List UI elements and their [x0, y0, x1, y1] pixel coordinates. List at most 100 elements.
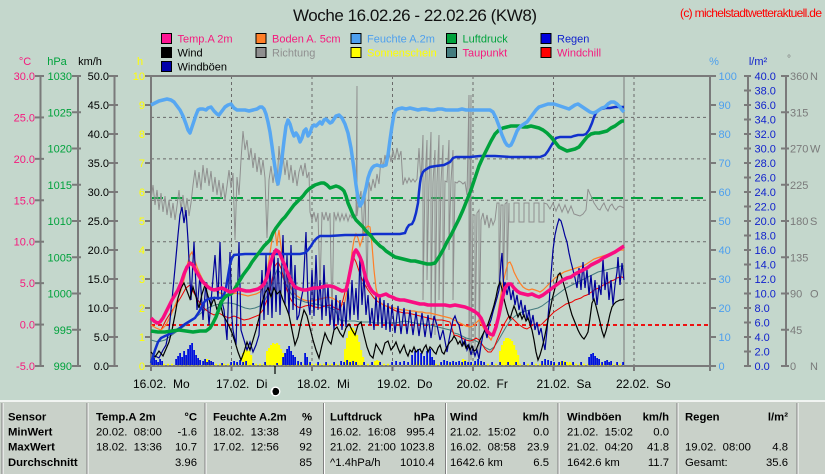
svg-text:18.02. 13:36: 18.02. 13:36: [96, 442, 162, 454]
svg-text:40: 40: [719, 245, 731, 257]
svg-text:Feuchte A.2m: Feuchte A.2m: [367, 34, 435, 46]
svg-text:90: 90: [719, 100, 731, 112]
svg-text:Boden A. 5cm: Boden A. 5cm: [272, 34, 341, 46]
svg-text:2: 2: [139, 303, 145, 315]
svg-text:Temp.A 2m: Temp.A 2m: [96, 412, 156, 424]
svg-text:23.9: 23.9: [527, 442, 549, 454]
svg-text:2.0: 2.0: [755, 347, 770, 359]
svg-text:Temp.A 2m: Temp.A 2m: [178, 34, 233, 46]
svg-text:36.0: 36.0: [755, 100, 776, 112]
svg-text:7: 7: [139, 158, 145, 170]
svg-text:15.0: 15.0: [14, 195, 35, 207]
svg-text:h: h: [137, 56, 143, 68]
svg-text:N: N: [810, 361, 818, 373]
svg-text:30: 30: [719, 274, 731, 286]
svg-text:35.6: 35.6: [766, 457, 788, 469]
svg-text:16.02. 16:08: 16.02. 16:08: [330, 427, 396, 439]
svg-text:S: S: [810, 216, 817, 228]
svg-text:3.96: 3.96: [175, 457, 197, 469]
svg-text:°: °: [787, 54, 791, 65]
svg-text:20.0: 20.0: [88, 245, 109, 257]
svg-text:49: 49: [299, 427, 312, 439]
svg-text:Windchill: Windchill: [557, 48, 601, 60]
svg-text:O: O: [810, 289, 819, 301]
svg-text:5.0: 5.0: [94, 332, 109, 344]
svg-text:12.0: 12.0: [755, 274, 776, 286]
svg-text:0.0: 0.0: [653, 427, 669, 439]
svg-text:270: 270: [790, 144, 808, 156]
svg-text:17.02. 12:56: 17.02. 12:56: [213, 442, 279, 454]
svg-text:20: 20: [719, 303, 731, 315]
svg-text:-5.0: -5.0: [16, 361, 35, 373]
svg-text:1025: 1025: [48, 107, 72, 119]
svg-text:21.02. 15:02: 21.02. 15:02: [567, 427, 633, 439]
svg-text:90: 90: [790, 289, 802, 301]
svg-text:0: 0: [139, 361, 145, 373]
svg-text:0.0: 0.0: [94, 361, 109, 373]
svg-text:18.02. 13:38: 18.02. 13:38: [213, 427, 279, 439]
svg-text:26.0: 26.0: [755, 173, 776, 185]
svg-text:60: 60: [719, 187, 731, 199]
svg-text:35.0: 35.0: [88, 158, 109, 170]
svg-text:30.0: 30.0: [88, 187, 109, 199]
svg-text:16.0: 16.0: [755, 245, 776, 257]
svg-text:50.0: 50.0: [88, 71, 109, 83]
svg-text:1642.6 km: 1642.6 km: [450, 457, 503, 469]
svg-text:0.0: 0.0: [533, 427, 549, 439]
svg-text:1005: 1005: [48, 252, 72, 264]
svg-text:10.0: 10.0: [14, 237, 35, 249]
svg-text:38.0: 38.0: [755, 86, 776, 98]
svg-text:22.02. So: 22.02. So: [616, 377, 671, 391]
svg-text:21.02. 15:02: 21.02. 15:02: [450, 427, 516, 439]
svg-text:41.8: 41.8: [647, 442, 669, 454]
svg-text:32.0: 32.0: [755, 129, 776, 141]
svg-text:4.8: 4.8: [772, 442, 788, 454]
svg-text:N: N: [810, 71, 818, 83]
svg-text:Durchschnitt: Durchschnitt: [8, 457, 78, 469]
svg-text:W: W: [810, 144, 821, 156]
svg-text:km/h: km/h: [643, 412, 669, 424]
svg-text:28.0: 28.0: [755, 158, 776, 170]
svg-text:24.0: 24.0: [755, 187, 776, 199]
svg-text:Sonnenschein: Sonnenschein: [367, 48, 437, 60]
svg-text:0: 0: [790, 361, 796, 373]
svg-text:Richtung: Richtung: [272, 48, 315, 60]
svg-text:20.0: 20.0: [755, 216, 776, 228]
svg-text:85: 85: [299, 457, 312, 469]
svg-text:Woche 16.02.26 - 22.02.26 (KW8: Woche 16.02.26 - 22.02.26 (KW8): [293, 6, 537, 25]
svg-text:30.0: 30.0: [755, 144, 776, 156]
svg-text:45: 45: [790, 325, 802, 337]
svg-text:225: 225: [790, 180, 808, 192]
svg-text:hPa: hPa: [47, 56, 67, 68]
svg-text:Regen: Regen: [685, 412, 720, 424]
svg-text:4: 4: [139, 245, 145, 257]
svg-text:°C: °C: [19, 56, 31, 68]
svg-text:315: 315: [790, 107, 808, 119]
svg-text:l/m²: l/m²: [749, 56, 768, 68]
svg-text:Taupunkt: Taupunkt: [463, 48, 508, 60]
svg-text:Windböen: Windböen: [567, 412, 622, 424]
svg-text:°C: °C: [184, 412, 197, 424]
svg-text:19.02. 08:00: 19.02. 08:00: [685, 442, 751, 454]
svg-text:34.0: 34.0: [755, 115, 776, 127]
svg-text:16.02. Mo: 16.02. Mo: [133, 377, 190, 391]
svg-text:15.0: 15.0: [88, 274, 109, 286]
svg-text:%: %: [709, 56, 719, 68]
svg-text:135: 135: [790, 252, 808, 264]
svg-text:6.0: 6.0: [755, 318, 770, 330]
svg-text:10.7: 10.7: [175, 442, 197, 454]
svg-text:Regen: Regen: [557, 34, 589, 46]
svg-text:l/m²: l/m²: [768, 412, 788, 424]
svg-text:0.0: 0.0: [755, 361, 770, 373]
svg-text:19.02. Do: 19.02. Do: [377, 377, 433, 391]
svg-text:9: 9: [139, 100, 145, 112]
svg-text:4.0: 4.0: [755, 332, 770, 344]
svg-text:(c) michelstadtwetteraktuell.d: (c) michelstadtwetteraktuell.de: [680, 6, 822, 20]
svg-text:1030: 1030: [48, 71, 72, 83]
svg-text:92: 92: [299, 442, 312, 454]
svg-text:990: 990: [54, 361, 72, 373]
svg-text:995: 995: [54, 325, 72, 337]
svg-text:20.02. 08:00: 20.02. 08:00: [96, 427, 162, 439]
svg-text:Wind: Wind: [178, 48, 203, 60]
svg-text:25.0: 25.0: [14, 112, 35, 124]
